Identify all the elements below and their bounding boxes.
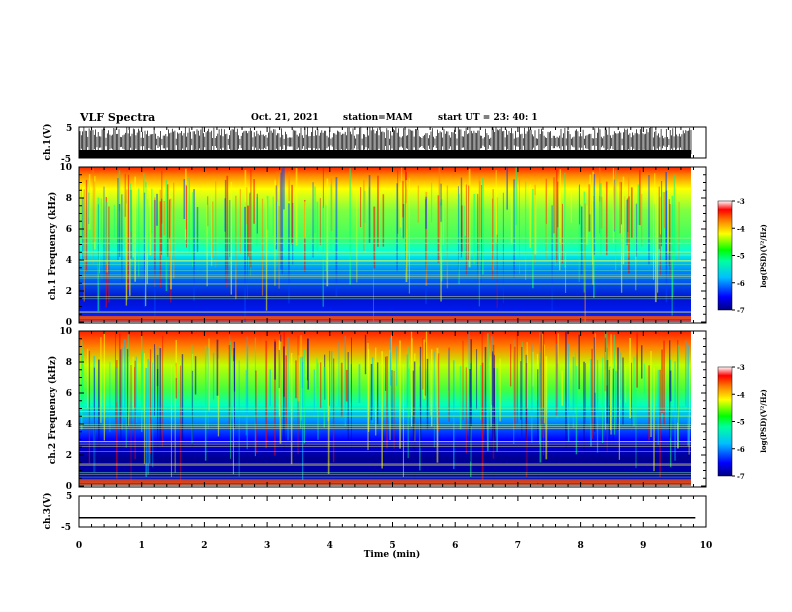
- x-tick-label: 3: [264, 541, 270, 551]
- ch3-wave-ylabel: ch.3(V): [42, 493, 53, 530]
- colorbar-tick-label: -5: [737, 252, 745, 261]
- ch3-ytick-bottom: -5: [61, 523, 71, 533]
- ch3-ytick-top: 5: [66, 492, 72, 502]
- start-time-label: start UT = 23: 40: 1: [438, 113, 538, 123]
- freq-tick-label: 10: [59, 163, 72, 173]
- colorbar-tick-label: -3: [737, 197, 745, 206]
- colorbar-tick-label: -3: [737, 363, 745, 372]
- ch2-spectrogram-texture: [79, 331, 691, 486]
- freq-tick-label: 0: [66, 318, 72, 328]
- ch2-freq-axis: 0 2 4 6 8 10: [59, 327, 706, 492]
- time-axis: 0 1 2 3 4 5 6 7 8 9 10: [76, 127, 712, 551]
- ch2-colorbar-label: log(PSD)(V²/Hz): [759, 389, 768, 453]
- x-tick-label: 8: [577, 541, 583, 551]
- colorbar-tick-label: -4: [737, 224, 745, 233]
- ch1-ytick-top: 5: [66, 124, 72, 134]
- x-axis-label: Time (min): [364, 549, 421, 560]
- freq-tick-label: 8: [66, 194, 72, 204]
- ch1-waveform-trace: [79, 127, 692, 158]
- freq-tick-label: 2: [66, 451, 72, 461]
- x-tick-label: 6: [452, 541, 458, 551]
- ch1-wave-ylabel: ch.1(V): [42, 124, 53, 161]
- freq-tick-label: 0: [66, 482, 72, 492]
- x-tick-label: 9: [640, 541, 646, 551]
- freq-tick-label: 6: [66, 389, 72, 399]
- ch1-colorbar-label: log(PSD)(V²/Hz): [759, 224, 768, 288]
- colorbar-tick-label: -7: [737, 472, 745, 481]
- ch2-spectrogram-image: [79, 331, 691, 486]
- ch1-freq-axis: 0 2 4 6 8 10: [59, 163, 706, 328]
- x-tick-label: 2: [201, 541, 207, 551]
- freq-tick-label: 2: [66, 287, 72, 297]
- colorbar-tick-label: -4: [737, 390, 745, 399]
- ch2-colorbar: -3 -4 -5 -6 -7 log(PSD)(V²/Hz): [717, 363, 768, 481]
- freq-tick-label: 8: [66, 358, 72, 368]
- ch1-spectrogram-texture: [79, 167, 691, 322]
- x-tick-label: 1: [139, 541, 145, 551]
- freq-tick-label: 6: [66, 225, 72, 235]
- date-label: Oct. 21, 2021: [251, 113, 319, 123]
- freq-tick-label: 4: [66, 420, 72, 430]
- colorbar-tick-label: -5: [737, 418, 745, 427]
- colorbar-tick-label: -6: [737, 279, 745, 288]
- x-tick-label: 10: [700, 541, 713, 551]
- freq-tick-label: 10: [59, 327, 72, 337]
- x-tick-label: 0: [76, 541, 82, 551]
- ch2-spectrogram-panel: 0 2 4 6 8 10 ch.2 Frequency (kHz): [47, 327, 707, 492]
- colorbar-tick-label: -7: [737, 306, 745, 315]
- colorbar-tick-label: -6: [737, 445, 745, 454]
- ch1-spectrogram-panel: 0 2 4 6 8 10 ch.1 Frequency (kHz): [47, 163, 707, 328]
- chart-title: VLF Spectra: [80, 111, 156, 124]
- station-label: station=MAM: [343, 113, 413, 123]
- ch2-spec-ylabel: ch.2 Frequency (kHz): [47, 356, 58, 465]
- ch1-colorbar: -3 -4 -5 -6 -7 log(PSD)(V²/Hz): [717, 197, 768, 315]
- x-tick-label: 5: [389, 541, 395, 551]
- ch1-ytick-bottom: -5: [61, 155, 71, 165]
- freq-tick-label: 4: [66, 256, 72, 266]
- ch1-spec-ylabel: ch.1 Frequency (kHz): [47, 192, 58, 301]
- x-tick-label: 7: [515, 541, 521, 551]
- x-tick-label: 4: [327, 541, 333, 551]
